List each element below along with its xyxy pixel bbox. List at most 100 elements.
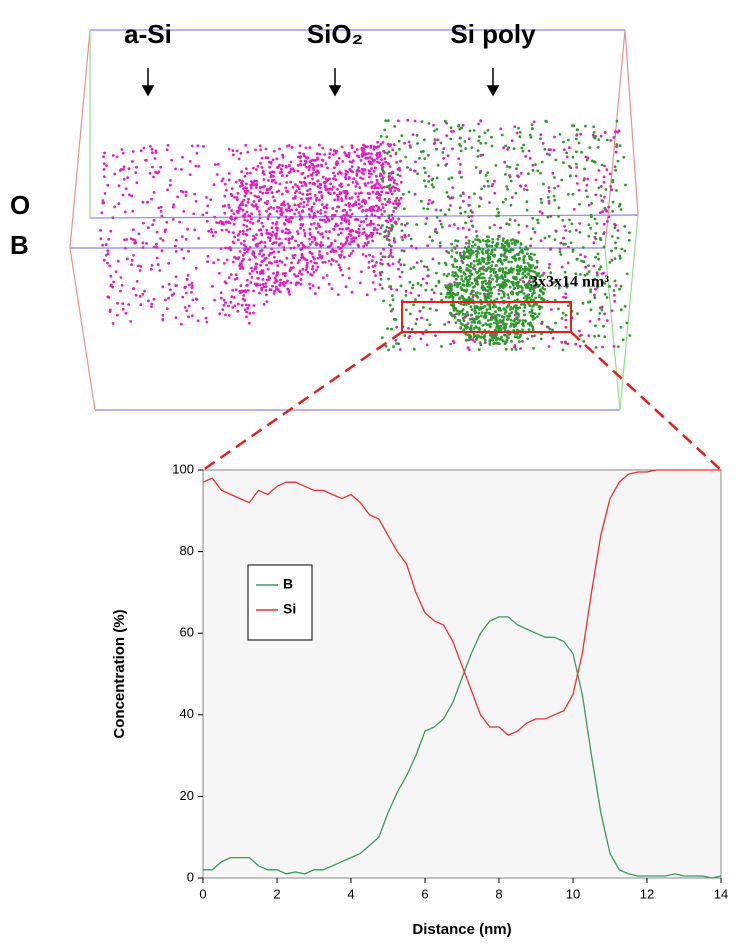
atom <box>575 128 579 132</box>
atom <box>519 171 523 175</box>
atom <box>370 259 374 262</box>
atom <box>122 167 125 171</box>
atom <box>169 288 172 292</box>
atom <box>377 207 380 211</box>
atom <box>245 228 249 232</box>
atom <box>464 338 468 342</box>
atom <box>408 312 412 316</box>
atom <box>487 292 491 295</box>
atom <box>265 202 269 206</box>
atom <box>623 305 627 308</box>
atom <box>580 259 583 263</box>
atom <box>554 280 558 283</box>
atom <box>280 174 284 178</box>
atom <box>223 194 227 198</box>
atom <box>225 258 229 262</box>
atom <box>553 298 557 302</box>
atom <box>254 243 258 247</box>
atom <box>608 285 611 288</box>
atom <box>231 153 235 157</box>
atom <box>413 119 417 123</box>
atom <box>517 231 521 234</box>
atom <box>299 282 303 286</box>
atom <box>381 141 385 144</box>
atom <box>611 209 614 213</box>
atom <box>318 198 321 202</box>
atom <box>467 228 471 232</box>
atom <box>620 247 624 251</box>
atom <box>462 280 465 283</box>
atom <box>464 241 468 245</box>
atom <box>250 180 253 183</box>
atom <box>498 314 501 317</box>
atom <box>260 232 263 236</box>
atom <box>408 144 412 148</box>
atom <box>478 320 481 323</box>
atom <box>458 296 462 300</box>
atom <box>562 161 565 165</box>
atom <box>392 239 396 242</box>
atom <box>141 292 145 296</box>
atom <box>402 207 406 211</box>
atom <box>310 163 314 166</box>
atom <box>492 342 496 345</box>
atom <box>351 249 355 253</box>
atom <box>386 327 389 331</box>
atom <box>326 236 330 240</box>
atom <box>483 341 487 344</box>
atom <box>176 195 180 199</box>
atom <box>243 251 247 255</box>
atom <box>458 310 462 314</box>
atom <box>335 161 338 165</box>
atom <box>242 198 246 202</box>
atom <box>194 164 198 168</box>
atom <box>387 232 391 236</box>
atom <box>461 255 465 258</box>
atom <box>195 151 199 155</box>
atom <box>568 230 572 233</box>
atom <box>604 188 608 191</box>
atom <box>286 202 290 206</box>
atom <box>597 186 601 190</box>
atom <box>163 230 167 234</box>
atom <box>540 160 544 164</box>
atom <box>538 210 542 214</box>
atom <box>551 328 554 332</box>
atom <box>602 245 606 249</box>
atom <box>485 308 489 311</box>
atom <box>345 189 348 193</box>
atom <box>474 230 478 233</box>
atom <box>454 277 458 281</box>
atom <box>446 195 450 199</box>
atom <box>380 270 384 274</box>
atom <box>231 149 235 153</box>
atom <box>368 192 371 196</box>
atom <box>578 329 581 333</box>
atom <box>354 218 357 222</box>
atom <box>362 148 366 151</box>
atom <box>507 296 511 300</box>
atom <box>395 160 399 164</box>
atom <box>137 232 141 236</box>
atom <box>574 272 578 276</box>
atom <box>201 213 205 217</box>
atom <box>254 255 257 259</box>
atom <box>584 124 587 128</box>
atom <box>308 187 312 191</box>
atom <box>151 151 154 155</box>
atom <box>138 269 142 272</box>
atom <box>479 305 483 309</box>
atom <box>166 143 170 147</box>
atom <box>468 327 472 331</box>
atom <box>467 195 471 199</box>
atom <box>232 231 235 235</box>
atom <box>167 282 171 286</box>
atom <box>464 277 467 281</box>
atom <box>488 201 491 204</box>
atom <box>106 183 110 187</box>
atom <box>265 209 268 213</box>
atom <box>434 230 437 233</box>
atom <box>427 122 431 125</box>
atom <box>271 284 274 288</box>
x-tick-label: 4 <box>347 886 354 901</box>
